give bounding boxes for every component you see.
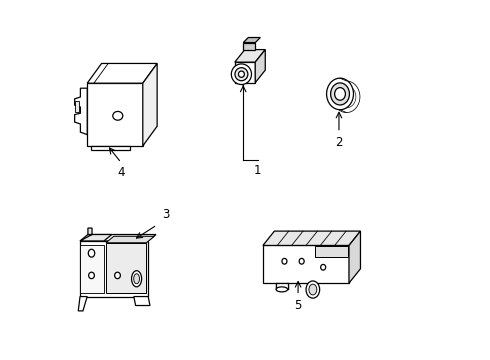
Ellipse shape <box>282 258 287 264</box>
Polygon shape <box>134 297 150 306</box>
Polygon shape <box>263 246 349 283</box>
Text: 3: 3 <box>162 208 169 221</box>
Polygon shape <box>80 246 104 293</box>
Text: 1: 1 <box>254 164 261 177</box>
Polygon shape <box>87 63 157 83</box>
Polygon shape <box>235 50 265 62</box>
Polygon shape <box>349 231 361 283</box>
Polygon shape <box>74 88 87 135</box>
Polygon shape <box>75 101 79 112</box>
Polygon shape <box>87 83 143 146</box>
Polygon shape <box>243 37 260 42</box>
Polygon shape <box>143 63 157 146</box>
Polygon shape <box>80 228 112 241</box>
Ellipse shape <box>306 281 319 298</box>
Ellipse shape <box>326 78 353 110</box>
Polygon shape <box>263 231 361 246</box>
Polygon shape <box>91 146 130 150</box>
Ellipse shape <box>276 287 288 292</box>
Ellipse shape <box>88 249 95 257</box>
Polygon shape <box>80 241 148 297</box>
Text: 2: 2 <box>335 136 343 149</box>
Text: 5: 5 <box>294 299 302 312</box>
Ellipse shape <box>239 71 245 77</box>
Ellipse shape <box>235 68 248 81</box>
Ellipse shape <box>231 64 251 85</box>
Ellipse shape <box>309 284 317 295</box>
Polygon shape <box>106 236 154 243</box>
Text: 4: 4 <box>118 166 125 179</box>
Ellipse shape <box>132 271 142 287</box>
Polygon shape <box>315 246 348 257</box>
Polygon shape <box>78 297 87 311</box>
Ellipse shape <box>299 258 304 264</box>
Polygon shape <box>255 50 265 83</box>
Polygon shape <box>235 62 255 83</box>
Polygon shape <box>276 283 288 289</box>
Polygon shape <box>243 42 255 50</box>
Polygon shape <box>106 243 147 293</box>
Ellipse shape <box>134 274 140 284</box>
Ellipse shape <box>89 272 95 279</box>
Ellipse shape <box>335 87 345 100</box>
Ellipse shape <box>320 264 326 270</box>
Ellipse shape <box>115 272 121 279</box>
Ellipse shape <box>331 83 349 105</box>
Polygon shape <box>80 234 156 241</box>
